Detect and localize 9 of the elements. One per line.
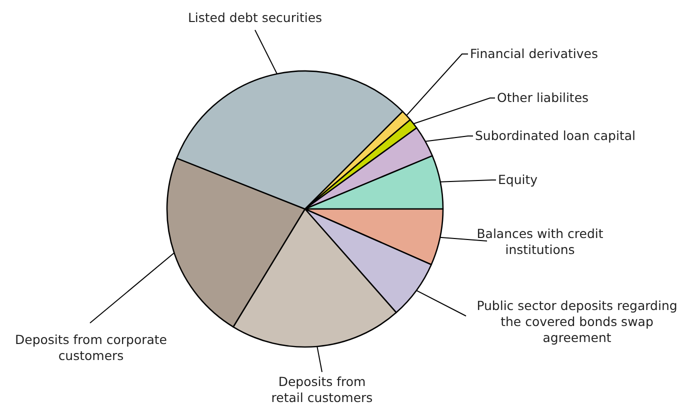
slice-label: Deposits from corporate customers (15, 332, 168, 363)
slice-label: Public sector deposits regarding the covered bonds swap agreement (476, 298, 678, 345)
slice-label: Subordinated loan capital (475, 128, 636, 143)
slice-label: Equity (498, 172, 538, 187)
slice-label: Financial derivatives (470, 46, 598, 61)
slice-label: Listed debt securities (188, 10, 322, 25)
slice-label: Other liabilites (497, 90, 589, 105)
slice-label: Deposits from retail customers (271, 374, 373, 405)
slice-label: Balances with credit institutions (476, 226, 604, 257)
